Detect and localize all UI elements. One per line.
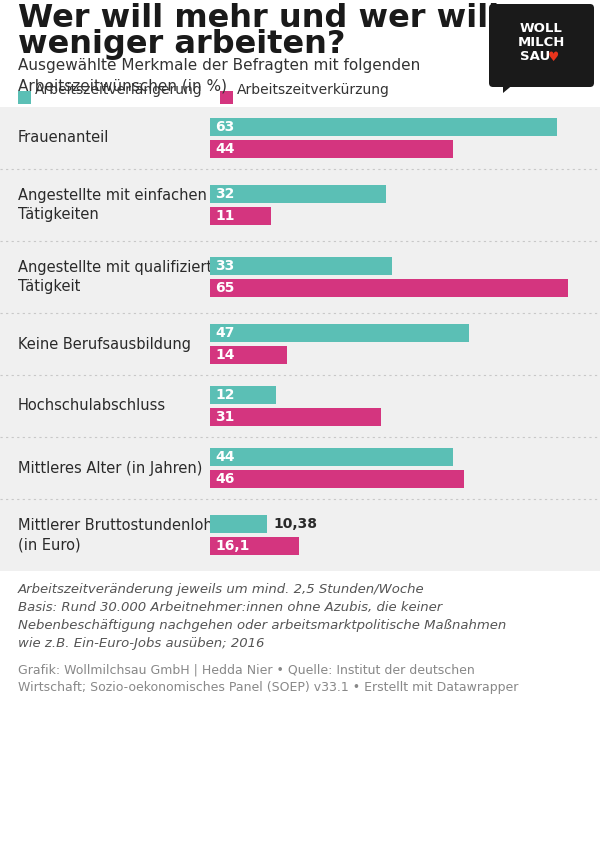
Text: 47: 47 — [215, 326, 235, 340]
Text: Angestellte mit einfachen
Tätigkeiten: Angestellte mit einfachen Tätigkeiten — [18, 188, 207, 222]
Text: Mittleres Alter (in Jahren): Mittleres Alter (in Jahren) — [18, 461, 202, 475]
Text: Arbeitszeitveränderung jeweils um mind. 2,5 Stunden/Woche
Basis: Rund 30.000 Arb: Arbeitszeitveränderung jeweils um mind. … — [18, 583, 506, 650]
Bar — [210, 537, 299, 555]
Text: 11: 11 — [215, 209, 235, 223]
Text: 65: 65 — [215, 281, 235, 295]
Text: 10,38: 10,38 — [273, 517, 317, 531]
FancyBboxPatch shape — [18, 91, 31, 104]
Bar — [210, 207, 271, 225]
Text: 32: 32 — [215, 187, 235, 201]
Text: 12: 12 — [215, 388, 235, 402]
Bar — [210, 386, 276, 404]
Bar — [0, 313, 600, 375]
Text: Grafik: Wollmilchsau GmbH | Hedda Nier • Quelle: Institut der deutschen
Wirtscha: Grafik: Wollmilchsau GmbH | Hedda Nier •… — [18, 663, 518, 694]
Bar — [210, 140, 452, 158]
Bar — [210, 279, 568, 297]
Bar — [0, 437, 600, 499]
Text: Arbeitszeitverlängerung: Arbeitszeitverlängerung — [35, 83, 203, 97]
FancyBboxPatch shape — [220, 91, 233, 104]
Text: SAU: SAU — [520, 50, 551, 63]
Bar — [0, 499, 600, 571]
Bar — [210, 185, 386, 203]
Bar — [210, 515, 267, 533]
Bar — [210, 118, 557, 136]
Bar — [210, 257, 392, 275]
Bar — [0, 375, 600, 437]
Text: Angestellte mit qualifizierter
Tätigkeit: Angestellte mit qualifizierter Tätigkeit — [18, 260, 227, 294]
Text: Arbeitszeitverkürzung: Arbeitszeitverkürzung — [237, 83, 390, 97]
Bar — [210, 324, 469, 342]
Text: 14: 14 — [215, 348, 235, 362]
Bar — [210, 448, 452, 466]
Bar — [210, 408, 381, 426]
Text: Frauenanteil: Frauenanteil — [18, 131, 109, 146]
Text: MILCH: MILCH — [518, 36, 565, 49]
Text: 33: 33 — [215, 259, 234, 273]
Bar — [0, 107, 600, 169]
Text: 46: 46 — [215, 472, 235, 486]
Text: Hochschulabschluss: Hochschulabschluss — [18, 399, 166, 413]
Text: 44: 44 — [215, 450, 235, 464]
Text: Mittlerer Bruttostundenlohn
(in Euro): Mittlerer Bruttostundenlohn (in Euro) — [18, 518, 222, 552]
Bar — [0, 169, 600, 241]
Text: Ausgewählte Merkmale der Befragten mit folgenden
Arbeitszeitwünschen (in %): Ausgewählte Merkmale der Befragten mit f… — [18, 58, 420, 93]
Bar — [210, 470, 464, 488]
Polygon shape — [503, 83, 515, 93]
Text: 63: 63 — [215, 120, 234, 134]
Bar — [210, 346, 287, 364]
Text: Keine Berufsausbildung: Keine Berufsausbildung — [18, 337, 191, 351]
Text: WOLL: WOLL — [520, 22, 563, 35]
Text: Wer will mehr und wer will: Wer will mehr und wer will — [18, 3, 499, 34]
Text: weniger arbeiten?: weniger arbeiten? — [18, 29, 346, 60]
FancyBboxPatch shape — [489, 4, 594, 87]
Text: 44: 44 — [215, 142, 235, 156]
Text: ♥: ♥ — [548, 51, 559, 64]
Text: 16,1: 16,1 — [215, 539, 250, 553]
Text: 31: 31 — [215, 410, 235, 424]
Bar — [0, 241, 600, 313]
